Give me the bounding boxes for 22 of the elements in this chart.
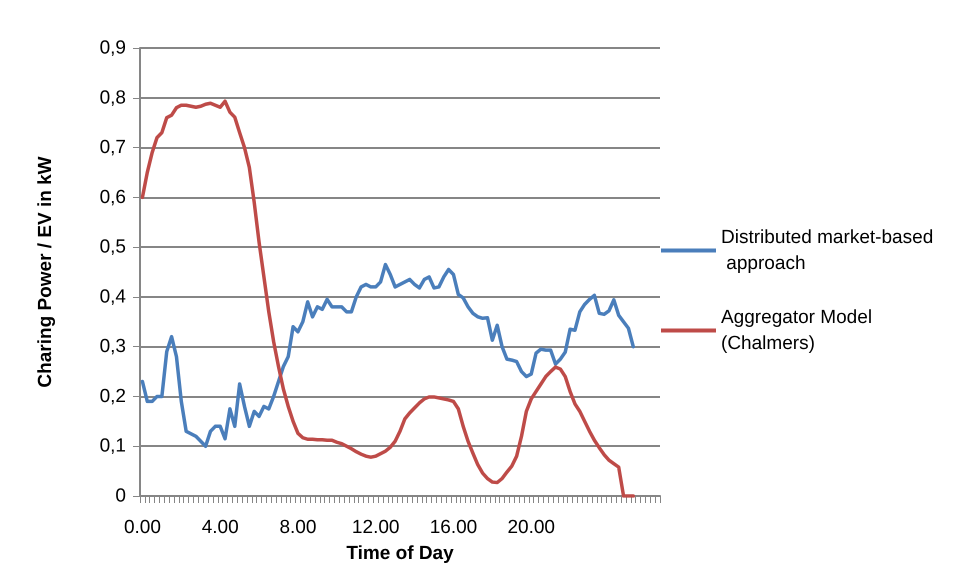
x-tick-label: 12.00 <box>352 517 400 538</box>
y-tick-label: 0,4 <box>100 286 126 308</box>
line-series <box>140 262 636 448</box>
x-axis-title: Time of Day <box>346 543 454 564</box>
line-series <box>140 100 636 498</box>
x-tick-label: 16.00 <box>430 517 478 538</box>
y-tick-label: 0,2 <box>100 386 126 407</box>
y-tick-label: 0,5 <box>100 236 126 258</box>
y-tick-label: 0,6 <box>100 186 126 208</box>
y-tick-label: 0,1 <box>100 436 126 457</box>
y-tick-label: 0,7 <box>100 137 126 158</box>
legend-label: Distributed market-based approach <box>721 227 934 274</box>
x-tick-label: 8.00 <box>279 517 316 538</box>
x-tick-label: 0.00 <box>124 517 161 538</box>
y-tick-label: 0,9 <box>100 38 126 58</box>
y-axis-title: Charing Power / EV in kW <box>35 156 56 388</box>
y-tick-label: 0,3 <box>100 336 126 358</box>
x-tick-label: 20.00 <box>507 517 555 538</box>
y-tick-label: 0 <box>115 486 126 506</box>
legend-label: Aggregator Model (Chalmers) <box>721 307 878 354</box>
y-tick-label: 0,8 <box>100 87 126 108</box>
x-tick-label: 4.00 <box>202 517 239 538</box>
